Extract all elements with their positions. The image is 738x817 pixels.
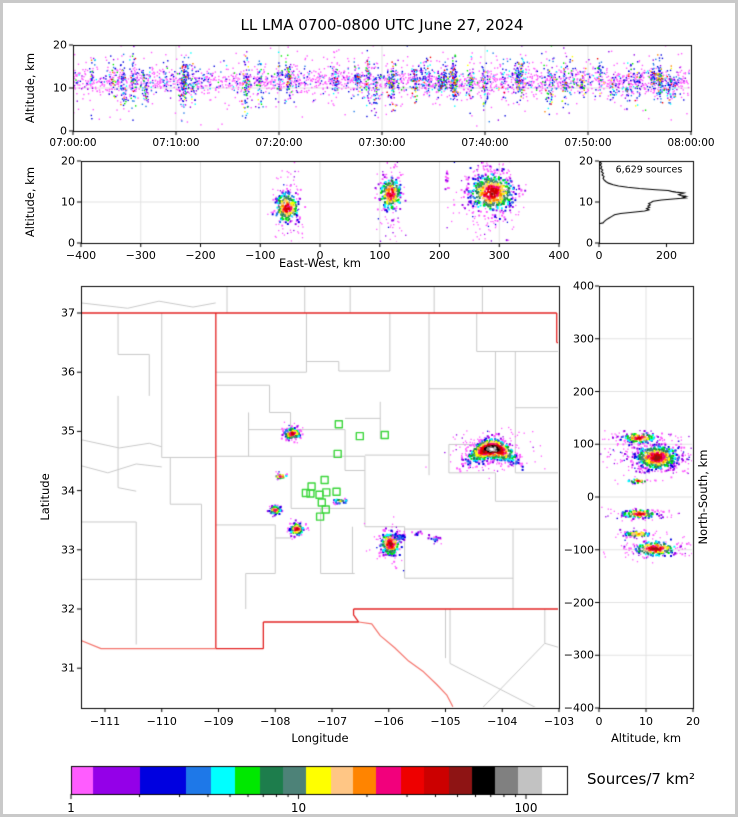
time-height-y-axis-label: Altitude, km (23, 52, 37, 124)
time-axis-tick-label: 07:20:00 (255, 137, 303, 149)
north-south-y-tick-label: −300 (563, 648, 594, 662)
east-west-x-tick-label: −400 (65, 249, 97, 262)
time-axis-tick-label: 07:00:00 (49, 137, 97, 149)
time-height-y-tick-label: 10 (53, 81, 67, 95)
map-longitude-tick-label: −110 (146, 715, 177, 728)
map-latitude-tick-label: 37 (61, 306, 75, 320)
north-south-y-tick-label: −400 (563, 701, 594, 715)
map-longitude-tick-label: −108 (260, 715, 291, 728)
east-west-y-tick-label: 20 (61, 154, 75, 168)
map-latitude-tick-label: 35 (61, 424, 75, 438)
north-south-y-tick-label: 300 (573, 332, 594, 346)
east-west-x-tick-label: −300 (125, 249, 156, 262)
east-west-x-tick-label: 300 (488, 249, 510, 262)
time-axis-tick-label: 08:00:00 (667, 137, 715, 149)
map-latitude-tick-label: 32 (61, 602, 75, 616)
map-longitude-tick-label: −105 (430, 715, 461, 728)
east-west-y-axis-label: Altitude, km (23, 166, 37, 238)
histogram-x-tick-label: 200 (656, 249, 677, 262)
time-height-y-tick-label: 20 (53, 38, 67, 52)
histogram-x-tick-label: 0 (595, 249, 603, 262)
east-west-y-tick-label: 0 (68, 236, 75, 250)
east-west-x-tick-label: −100 (245, 249, 276, 262)
time-axis-tick-label: 07:40:00 (461, 137, 509, 149)
north-south-y-tick-label: 0 (587, 490, 594, 504)
north-south-y-axis-label: North-South, km (696, 449, 710, 545)
north-south-y-tick-label: 400 (573, 279, 594, 293)
histogram-y-tick-label: 20 (579, 154, 593, 168)
north-south-y-tick-label: 200 (573, 385, 594, 398)
east-west-x-tick-label: 100 (369, 249, 391, 262)
figure-canvas (3, 3, 735, 814)
time-axis-tick-label: 07:50:00 (564, 137, 612, 149)
north-south-y-tick-label: −200 (563, 596, 594, 609)
north-south-x-tick-label: 0 (595, 715, 603, 728)
histogram-y-tick-label: 10 (579, 195, 593, 209)
north-south-x-tick-label: 20 (686, 715, 700, 728)
east-west-x-tick-label: 200 (429, 249, 450, 262)
figure-title: LL LMA 0700-0800 UTC June 27, 2024 (240, 16, 524, 34)
map-latitude-tick-label: 33 (61, 543, 75, 557)
map-longitude-tick-label: −103 (543, 715, 575, 728)
map-longitude-tick-label: −109 (203, 715, 234, 728)
map-longitude-tick-label: −111 (89, 715, 121, 728)
colorbar-tick-label: 100 (514, 801, 538, 815)
colorbar-label: Sources/7 km² (587, 770, 696, 788)
histogram-y-tick-label: 0 (586, 236, 593, 250)
north-south-x-axis-label: Altitude, km (610, 731, 682, 745)
map-longitude-tick-label: −106 (373, 715, 404, 728)
north-south-x-tick-label: 10 (639, 715, 653, 728)
colorbar-tick-label: 10 (290, 801, 307, 815)
east-west-y-tick-label: 10 (61, 195, 75, 209)
time-height-y-tick-label: 0 (60, 124, 67, 138)
map-latitude-tick-label: 36 (61, 365, 75, 379)
east-west-x-tick-label: 400 (548, 249, 570, 262)
time-axis-tick-label: 07:10:00 (152, 137, 200, 149)
east-west-x-tick-label: 0 (316, 249, 324, 262)
map-y-axis-label: Latitude (38, 473, 52, 521)
colorbar-tick-label: 1 (67, 801, 75, 815)
east-west-x-axis-label: East-West, km (279, 256, 361, 270)
north-south-y-tick-label: −100 (563, 543, 594, 557)
north-south-y-tick-label: 100 (573, 437, 594, 451)
map-longitude-tick-label: −107 (316, 715, 348, 728)
map-longitude-tick-label: −104 (487, 715, 518, 728)
map-latitude-tick-label: 31 (61, 661, 75, 675)
time-axis-tick-label: 07:30:00 (358, 137, 406, 149)
map-x-axis-label: Longitude (291, 731, 349, 745)
map-latitude-tick-label: 34 (61, 484, 75, 498)
histogram-source-count-annotation: 6,629 sources (615, 164, 683, 176)
east-west-x-tick-label: −200 (185, 249, 216, 262)
